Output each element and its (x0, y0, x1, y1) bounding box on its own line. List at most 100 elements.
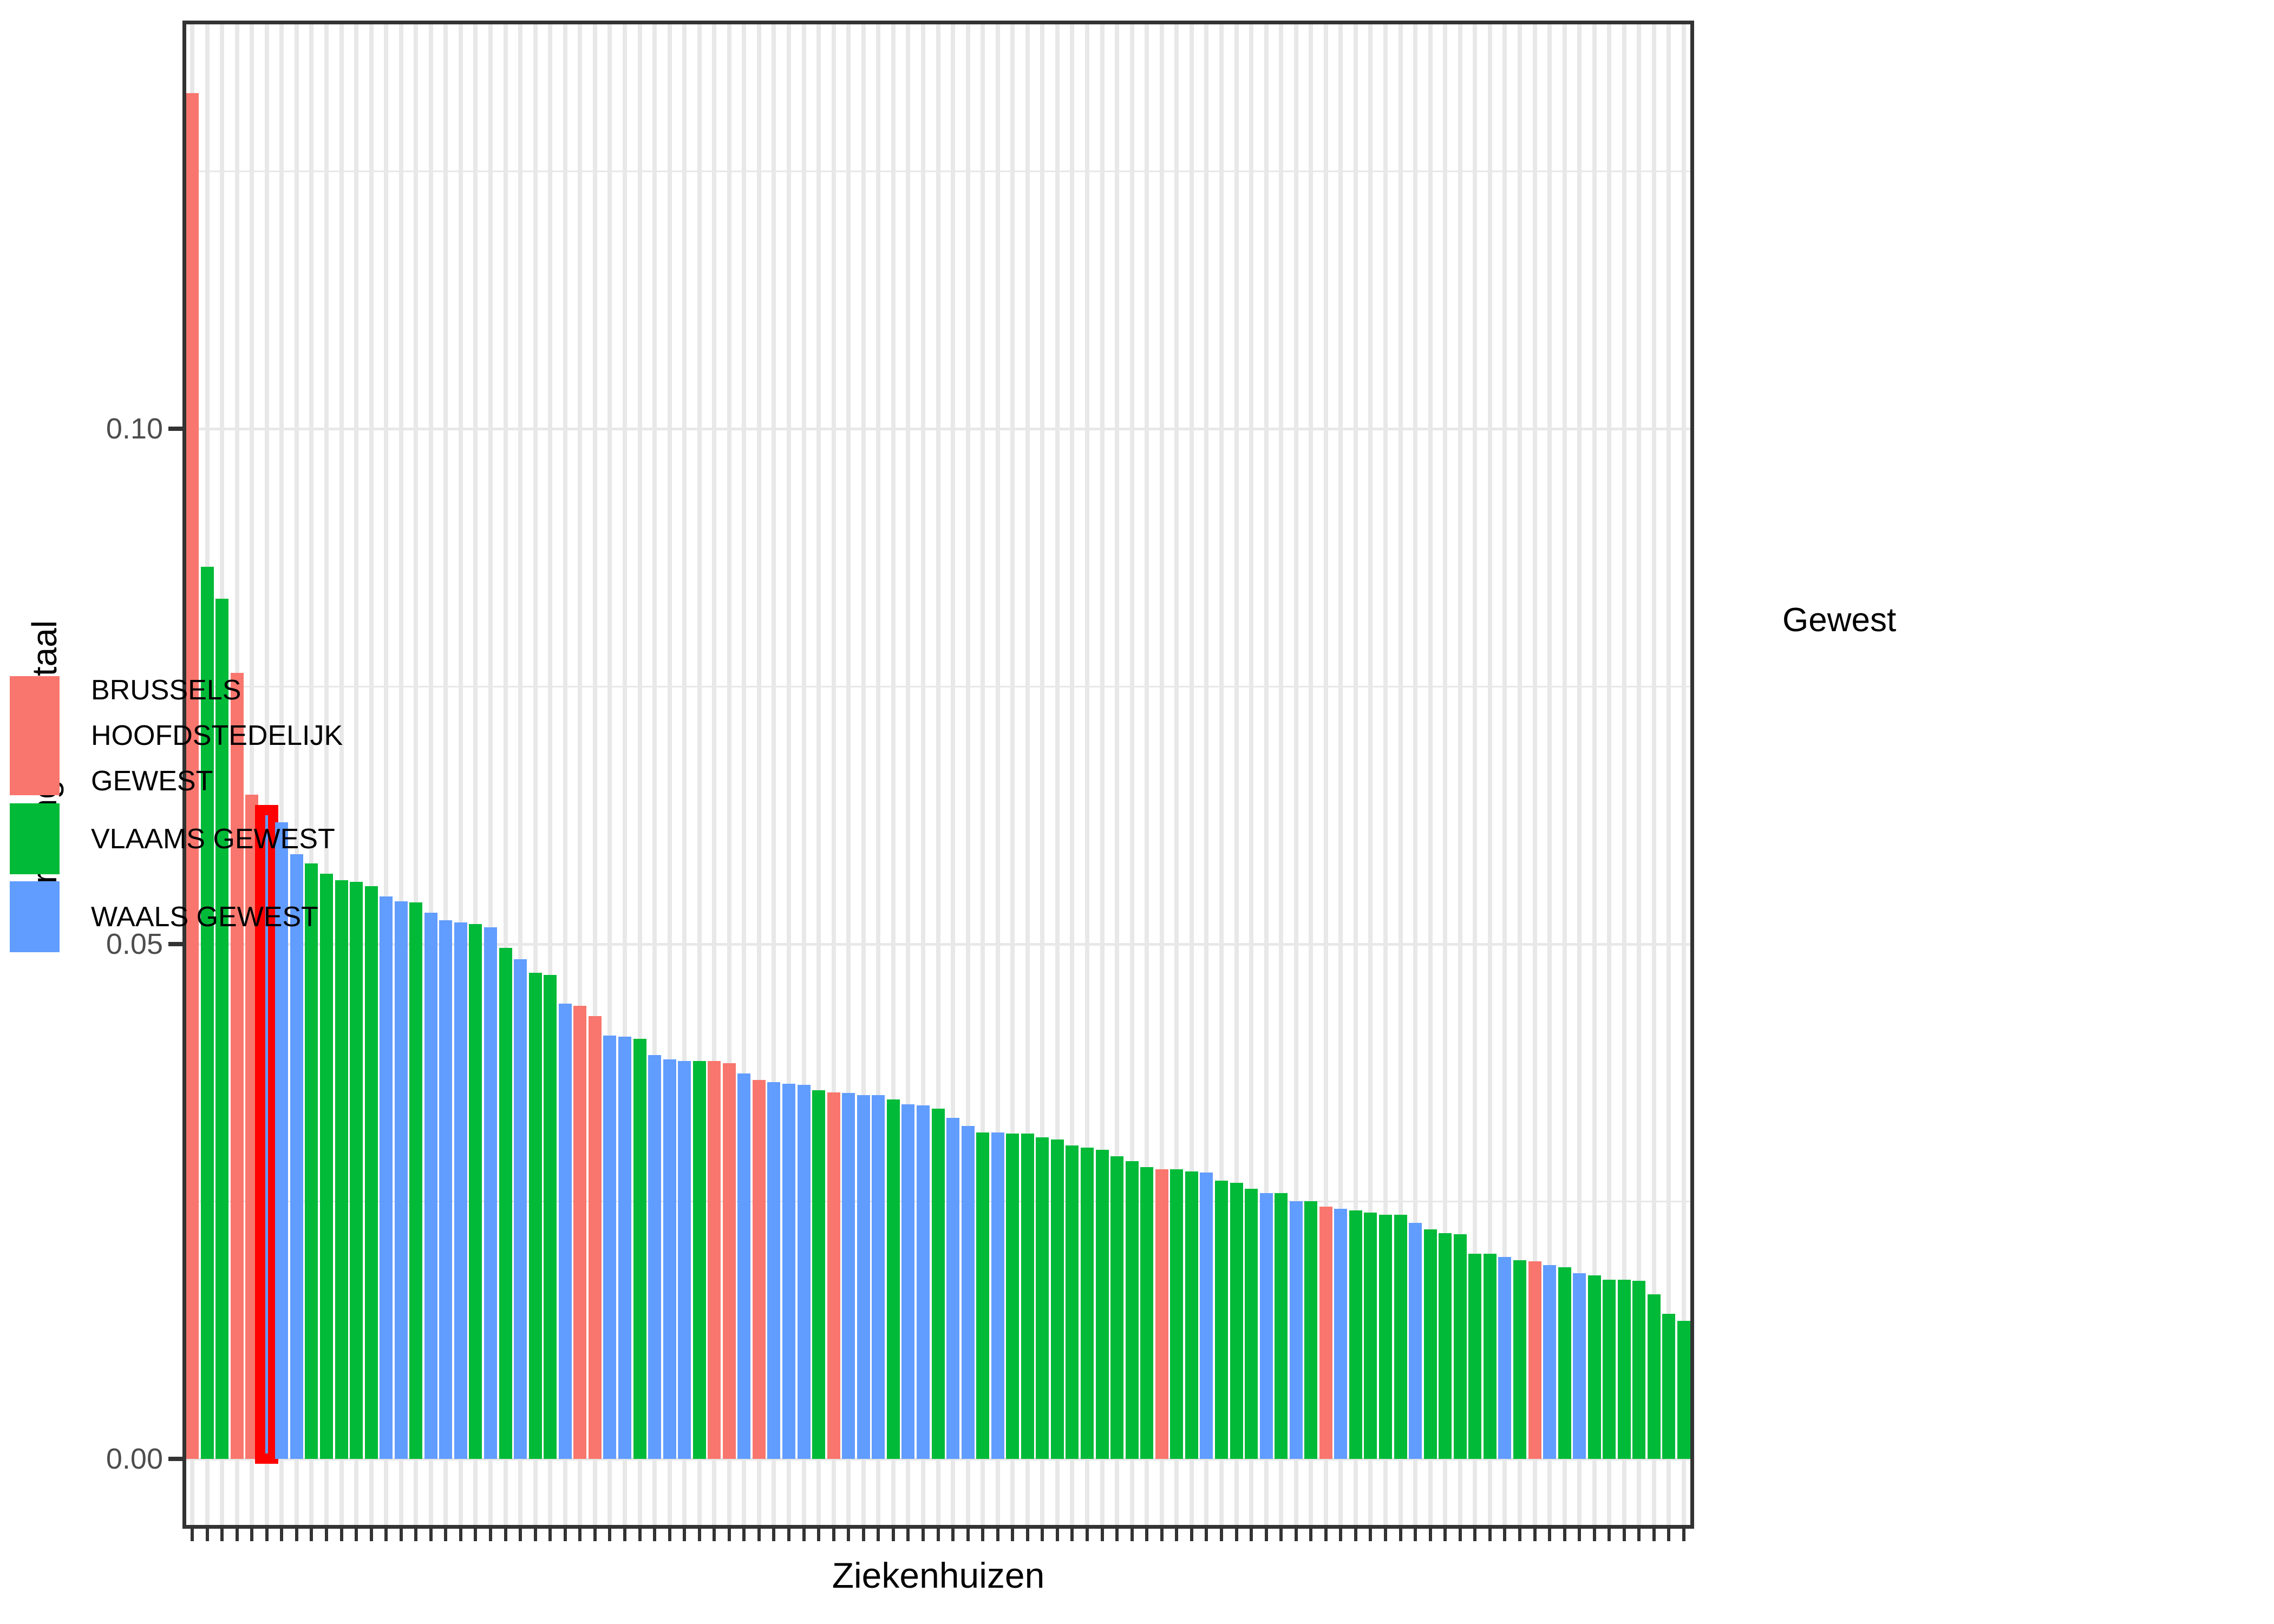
x-tick-mark (861, 1529, 865, 1541)
category-gridstripe (697, 24, 702, 1525)
bar (797, 1085, 811, 1459)
bar (1304, 1201, 1318, 1459)
category-gridstripe (1547, 24, 1552, 1525)
bar (961, 1126, 975, 1459)
bar (484, 927, 497, 1459)
category-gridstripe (1025, 24, 1030, 1525)
bar (1140, 1167, 1154, 1459)
x-tick-mark (623, 1529, 626, 1541)
legend: Gewest (1782, 601, 1896, 688)
category-gridstripe (1323, 24, 1328, 1525)
bar (1394, 1214, 1407, 1459)
bar (1155, 1169, 1168, 1459)
y-tick-label: 0.10 (106, 412, 163, 445)
bar (409, 902, 423, 1459)
category-gridstripe (1204, 24, 1209, 1525)
x-tick-mark (1041, 1529, 1044, 1541)
category-gridstripe (354, 24, 359, 1525)
x-tick-mark (1384, 1529, 1387, 1541)
bar (603, 1035, 617, 1459)
category-gridstripe (1353, 24, 1358, 1525)
bar (708, 1061, 721, 1459)
bar (394, 901, 408, 1459)
x-tick-mark (355, 1529, 358, 1541)
x-tick-mark (339, 1529, 343, 1541)
bar (499, 948, 512, 1459)
x-tick-mark (1428, 1529, 1432, 1541)
category-gridstripe (920, 24, 925, 1525)
category-gridstripe (1129, 24, 1134, 1525)
bar (1095, 1150, 1109, 1459)
x-tick-mark (235, 1529, 239, 1541)
bar (1647, 1294, 1661, 1459)
bar (558, 1003, 572, 1459)
x-tick-mark (921, 1529, 925, 1541)
bar (514, 959, 527, 1459)
category-gridstripe (742, 24, 747, 1525)
x-tick-mark (1592, 1529, 1596, 1541)
x-tick-mark (369, 1529, 373, 1541)
minor-gridline (186, 685, 1690, 687)
x-tick-mark (713, 1529, 716, 1541)
highlighted-bar-fill (265, 815, 269, 1454)
bar (1439, 1233, 1452, 1459)
minor-gridline (186, 171, 1690, 173)
x-tick-mark (1488, 1529, 1492, 1541)
bar (1677, 1320, 1690, 1459)
category-gridstripe (414, 24, 419, 1525)
category-gridstripe (1010, 24, 1015, 1525)
bar (633, 1038, 646, 1459)
bar (544, 974, 557, 1459)
x-tick-mark (1518, 1529, 1521, 1541)
bar (1423, 1229, 1437, 1459)
bar (886, 1099, 900, 1459)
category-gridstripe (1249, 24, 1254, 1525)
category-gridstripe (428, 24, 433, 1525)
category-gridstripe (1145, 24, 1149, 1525)
bar (752, 1079, 766, 1459)
x-tick-mark (832, 1529, 835, 1541)
category-gridstripe (965, 24, 970, 1525)
bar (573, 1005, 587, 1459)
x-tick-mark (742, 1529, 746, 1541)
y-tick-mark (168, 941, 183, 946)
category-gridstripe (1115, 24, 1120, 1525)
bar (380, 896, 393, 1459)
x-tick-mark (1279, 1529, 1283, 1541)
bar (1214, 1181, 1228, 1459)
category-gridstripe (1219, 24, 1224, 1525)
bar (1364, 1213, 1377, 1459)
bar (364, 886, 378, 1459)
category-gridstripe (1234, 24, 1239, 1525)
category-gridstripe (1279, 24, 1284, 1525)
category-gridstripe (1398, 24, 1403, 1525)
category-gridstripe (1189, 24, 1194, 1525)
x-tick-mark (1219, 1529, 1223, 1541)
bar (1498, 1257, 1512, 1459)
x-tick-mark (384, 1529, 388, 1541)
category-gridstripe (1577, 24, 1582, 1525)
bar (1543, 1265, 1557, 1459)
x-tick-mark (1369, 1529, 1373, 1541)
x-tick-mark (981, 1529, 985, 1541)
bar (872, 1095, 885, 1459)
bar (275, 822, 289, 1459)
x-tick-mark (1608, 1529, 1611, 1541)
bar (1483, 1254, 1497, 1459)
legend-label-vlaams: VLAAMS GEWEST (91, 823, 335, 855)
x-tick-mark (191, 1529, 194, 1541)
category-gridstripe (578, 24, 583, 1525)
bar (1468, 1254, 1482, 1459)
legend-label-waals: WAALS GEWEST (91, 901, 318, 933)
bar (1230, 1182, 1243, 1459)
bar (692, 1061, 706, 1459)
bar (1259, 1193, 1273, 1459)
bar (1185, 1171, 1198, 1459)
x-tick-mark (489, 1529, 492, 1541)
x-tick-mark (519, 1529, 522, 1541)
x-tick-mark (697, 1529, 701, 1541)
bar (901, 1104, 915, 1459)
bar (976, 1132, 990, 1459)
category-gridstripe (1487, 24, 1492, 1525)
x-tick-mark (250, 1529, 254, 1541)
